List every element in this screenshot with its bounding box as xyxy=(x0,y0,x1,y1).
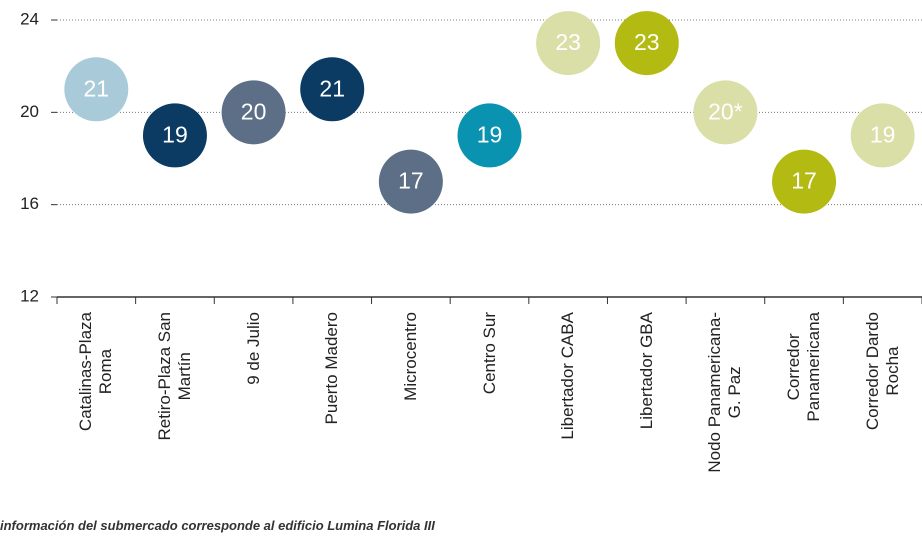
x-tick-label: Catalinas-Plaza Roma xyxy=(76,312,116,432)
dot xyxy=(64,57,129,122)
value-label: 23 xyxy=(634,29,660,55)
x-tick-label-box: Libertador GBA xyxy=(637,312,657,532)
y-tick-label: 24 xyxy=(20,9,39,28)
x-tick-label: 9 de Julio xyxy=(243,312,263,385)
dot xyxy=(772,149,837,214)
x-tick-label: Libertador GBA xyxy=(636,312,656,430)
x-tick-label: Centro Sur xyxy=(479,312,499,395)
value-label: 21 xyxy=(319,75,345,101)
value-label: 17 xyxy=(398,168,424,194)
dot xyxy=(850,103,915,168)
value-label: 19 xyxy=(477,121,503,147)
dot xyxy=(693,80,758,145)
x-tick-label-box: Corredor Panamericana xyxy=(784,312,824,532)
x-tick-label: Microcentro xyxy=(400,312,420,401)
x-tick-label: Corredor Panamericana xyxy=(784,312,824,422)
x-tick-label-box: Corredor Dardo Rocha xyxy=(863,312,903,532)
x-tick-label: Retiro-Plaza San Martín xyxy=(154,312,194,441)
x-tick-label-box: Retiro-Plaza San Martín xyxy=(155,312,195,532)
x-tick-label-box: Catalinas-Plaza Roma xyxy=(76,312,116,532)
dot xyxy=(378,149,443,214)
value-label: 17 xyxy=(791,168,817,194)
y-tick-label: 12 xyxy=(20,286,39,305)
value-label: 20* xyxy=(708,98,743,124)
value-label: 20 xyxy=(241,98,267,124)
value-label: 23 xyxy=(555,29,581,55)
x-tick-label-box: 9 de Julio xyxy=(244,312,264,532)
x-tick-label: Libertador CABA xyxy=(558,312,578,440)
x-tick-label: Corredor Dardo Rocha xyxy=(862,312,902,431)
y-tick-label: 20 xyxy=(20,102,39,121)
dot xyxy=(614,11,679,76)
footnote: información del submercado corresponde a… xyxy=(0,518,435,533)
x-tick-label: Puerto Madero xyxy=(322,312,342,425)
x-tick-label-box: Nodo Panamericana- G. Paz xyxy=(705,312,745,532)
x-tick-label-box: Puerto Madero xyxy=(322,312,342,532)
x-tick-label-box: Libertador CABA xyxy=(558,312,578,532)
x-tick-label: Nodo Panamericana- G. Paz xyxy=(705,312,745,473)
value-label: 19 xyxy=(870,121,896,147)
y-tick-label: 16 xyxy=(20,194,39,213)
value-label: 21 xyxy=(84,75,110,101)
dot xyxy=(457,103,522,168)
value-label: 19 xyxy=(162,121,188,147)
dot xyxy=(300,57,365,122)
x-tick-label-box: Centro Sur xyxy=(480,312,500,532)
dot xyxy=(536,11,601,76)
x-tick-label-box: Microcentro xyxy=(401,312,421,532)
dot xyxy=(221,80,286,145)
dot xyxy=(142,103,207,168)
